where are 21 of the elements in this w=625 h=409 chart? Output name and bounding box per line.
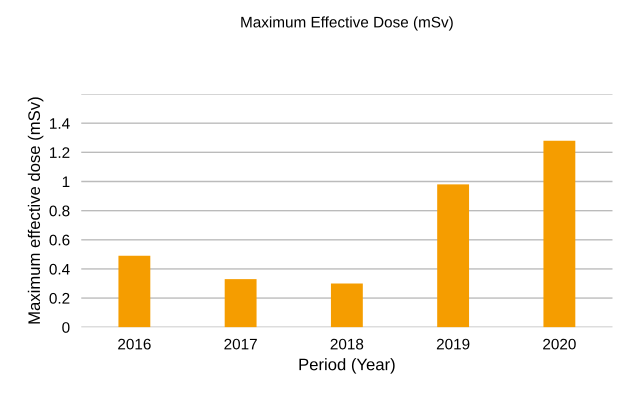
y-tick-label: 1.4 <box>50 118 70 129</box>
y-axis-title: Maximum effective dose (mSv) <box>28 97 44 324</box>
x-tick-label: 2016 <box>118 338 151 350</box>
chart-title: Maximum Effective Dose (mSv) <box>241 16 453 31</box>
x-axis-title: Period (Year) <box>299 358 395 374</box>
y-tick-label: 0.8 <box>50 206 70 216</box>
y-tick-label: 0.6 <box>50 234 70 246</box>
y-tick-label: 0.4 <box>50 264 70 275</box>
y-tick-label: 0.2 <box>50 292 70 304</box>
x-tick-label: 2018 <box>330 338 364 350</box>
bar <box>224 279 257 328</box>
x-tick-label: 2019 <box>436 338 470 350</box>
bar <box>330 283 363 328</box>
bar <box>437 184 470 328</box>
x-tick-label: 2020 <box>543 338 576 350</box>
x-tick-label: 2017 <box>224 338 257 350</box>
y-tick-label: 1 <box>62 176 70 188</box>
y-tick-label: 0 <box>62 322 70 333</box>
bar <box>118 256 150 328</box>
bar <box>543 140 576 328</box>
y-tick-label: 1.2 <box>50 147 70 158</box>
